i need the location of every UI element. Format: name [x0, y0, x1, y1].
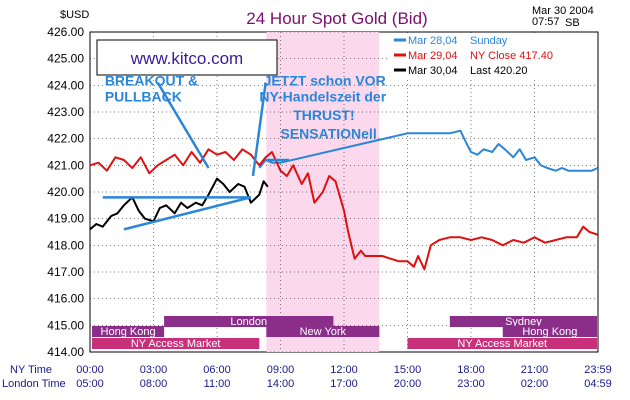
brand-text: www.kitco.com	[130, 49, 243, 68]
session-bar	[407, 338, 597, 349]
annotation-text: SENSATIONell	[281, 126, 377, 142]
x-tick-label-london: 04:59	[584, 378, 612, 390]
annotation-text: NY-Handelszeit der	[259, 88, 386, 104]
annotation-text: BREAKOUT &	[105, 72, 198, 88]
legend-box	[388, 33, 597, 80]
legend: Mar 28,04 Sunday Mar 29,04 NY Close 417.40 M…	[388, 33, 597, 80]
annotation-text: JETZT schon VOR	[264, 72, 386, 88]
y-axis-ticks: 426.00 425.00 424.00 423.00 422.00 421.00 420.…	[47, 25, 84, 359]
x-tick-label-ny: 03:00	[140, 364, 168, 376]
annotation-text: PULLBACK	[105, 88, 182, 104]
ny-time-label: NY Time	[10, 364, 52, 376]
unit-label: $USD	[60, 9, 89, 21]
trend-line	[123, 196, 252, 231]
session-bar	[164, 316, 334, 327]
x-tick-label-london: 05:00	[76, 378, 104, 390]
series-line-2	[89, 177, 269, 231]
x-tick-label-ny: 12:00	[330, 364, 358, 376]
x-tick-label-ny: 21:00	[521, 364, 549, 376]
trading-sessions: Hong Kong London New York NY Access Market S…	[92, 316, 597, 350]
x-tick-label-london: 17:00	[330, 378, 358, 390]
x-tick-label-ny: 23:59	[584, 364, 612, 376]
x-tick-label-london: 08:00	[140, 378, 168, 390]
session-bar	[92, 338, 260, 349]
x-tick-label-ny: 00:00	[76, 364, 104, 376]
chart-title: 24 Hour Spot Gold (Bid)	[246, 9, 427, 28]
annotation-text: THRUST!	[293, 107, 354, 123]
legend-text: NY Close 417.40	[470, 50, 553, 62]
legend-date: Mar 28,04	[408, 35, 458, 47]
y-tick-label: 423.00	[47, 105, 84, 119]
y-tick-label: 417.00	[47, 265, 84, 279]
trend-line	[156, 82, 210, 169]
y-tick-label: 415.00	[47, 318, 84, 332]
x-tick-label-london: 11:00	[204, 378, 231, 390]
legend-text: Last 420.20	[470, 65, 528, 77]
session-label: Hong Kong	[522, 326, 577, 338]
y-tick-label: 422.00	[47, 132, 84, 146]
session-label: NY Access Market	[131, 338, 221, 350]
session-label: London	[230, 316, 267, 328]
series-line-1	[89, 148, 599, 271]
session-bar	[266, 326, 380, 337]
legend-text: Sunday	[470, 35, 508, 47]
session-bar	[502, 326, 597, 337]
x-tick-label-ny: 06:00	[203, 364, 231, 376]
x-tick-label-london: 02:00	[521, 378, 549, 390]
session-label: Sydney	[505, 316, 542, 328]
trend-line	[251, 82, 267, 177]
brand-box	[96, 39, 278, 76]
session-label: NY Access Market	[457, 338, 547, 350]
x-tick-label-london: 14:00	[267, 378, 295, 390]
x-tick-label-ny: 09:00	[267, 364, 295, 376]
y-tick-label: 425.00	[47, 52, 84, 66]
series-line-0	[258, 129, 599, 172]
session-bar	[92, 326, 165, 337]
trend-lines	[102, 82, 289, 231]
y-tick-label: 421.00	[47, 158, 84, 172]
x-axis-ticks: 00:00 05:00 03:00 08:00 06:00 11:00 09:00 14:00…	[76, 364, 612, 390]
x-tick-label-ny: 15:00	[394, 364, 422, 376]
session-bar	[449, 316, 597, 327]
chart-time-suffix: SB	[565, 17, 580, 29]
y-tick-label: 418.00	[47, 238, 84, 252]
x-tick-label-london: 23:00	[457, 378, 485, 390]
y-tick-label: 426.00	[47, 25, 84, 39]
y-tick-label: 416.00	[47, 292, 84, 306]
y-tick-label: 419.00	[47, 212, 84, 226]
y-tick-label: 424.00	[47, 78, 84, 92]
price-series	[89, 129, 599, 271]
london-time-label: London Time	[2, 378, 66, 390]
chart-time: 07:57	[532, 16, 560, 28]
legend-date: Mar 30,04	[408, 65, 458, 77]
session-label: New York	[300, 326, 347, 338]
x-tick-label-london: 20:00	[394, 378, 422, 390]
x-tick-label-ny: 18:00	[457, 364, 485, 376]
legend-date: Mar 29,04	[408, 50, 458, 62]
session-label: Hong Kong	[101, 326, 156, 338]
y-tick-label: 414.00	[47, 345, 84, 359]
annotations: BREAKOUT &PULLBACK JETZT schon VORNY-Hand…	[105, 72, 387, 141]
y-tick-label: 420.00	[47, 185, 84, 199]
chart-date: Mar 30 2004	[532, 5, 594, 17]
